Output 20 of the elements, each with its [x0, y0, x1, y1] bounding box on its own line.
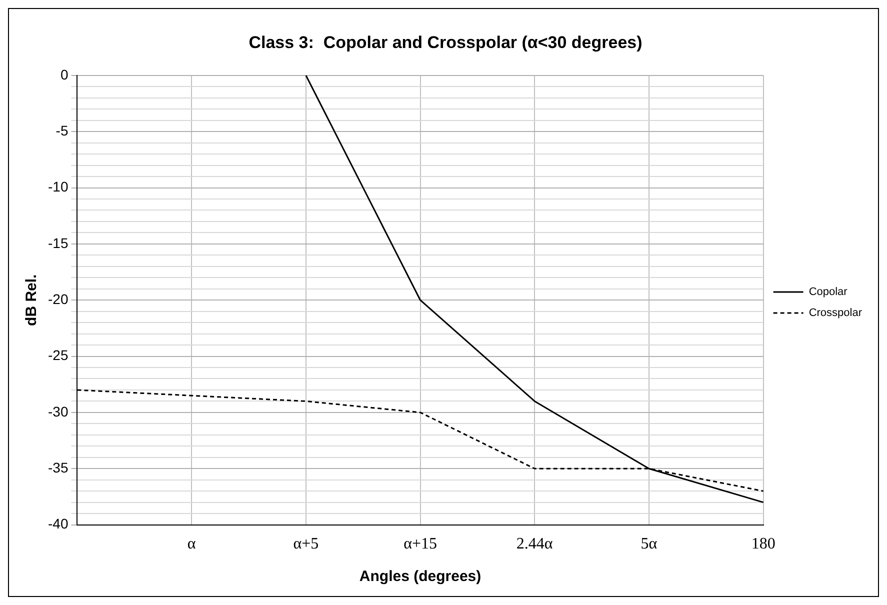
- x-tick-label: 180: [751, 536, 776, 553]
- x-tick-label: 2.44α: [516, 536, 554, 553]
- x-tick-label: 5α: [640, 536, 658, 553]
- legend-label: Crosspolar: [808, 307, 862, 320]
- y-tick-label: -10: [48, 178, 68, 195]
- x-tick-label: α+15: [404, 536, 437, 553]
- x-tick-label: α+5: [293, 536, 319, 553]
- x-axis-title: Angles (degrees): [359, 568, 482, 586]
- y-tick-label: -30: [48, 403, 68, 420]
- y-tick-label: -35: [48, 459, 68, 476]
- y-tick-label: -25: [48, 347, 68, 364]
- y-tick-label: -15: [48, 234, 68, 251]
- y-axis-title: dB Rel.: [23, 274, 40, 326]
- y-tick-label: -20: [48, 290, 68, 307]
- y-tick-label: -5: [56, 122, 68, 138]
- x-tick-label: α: [187, 536, 196, 553]
- y-tick-label: -40: [48, 516, 68, 532]
- chart-title: Class 3: Copolar and Crosspolar (α<30 degrees): [248, 32, 642, 52]
- y-tick-label: 0: [60, 66, 68, 82]
- legend-label: Copolar: [808, 286, 848, 298]
